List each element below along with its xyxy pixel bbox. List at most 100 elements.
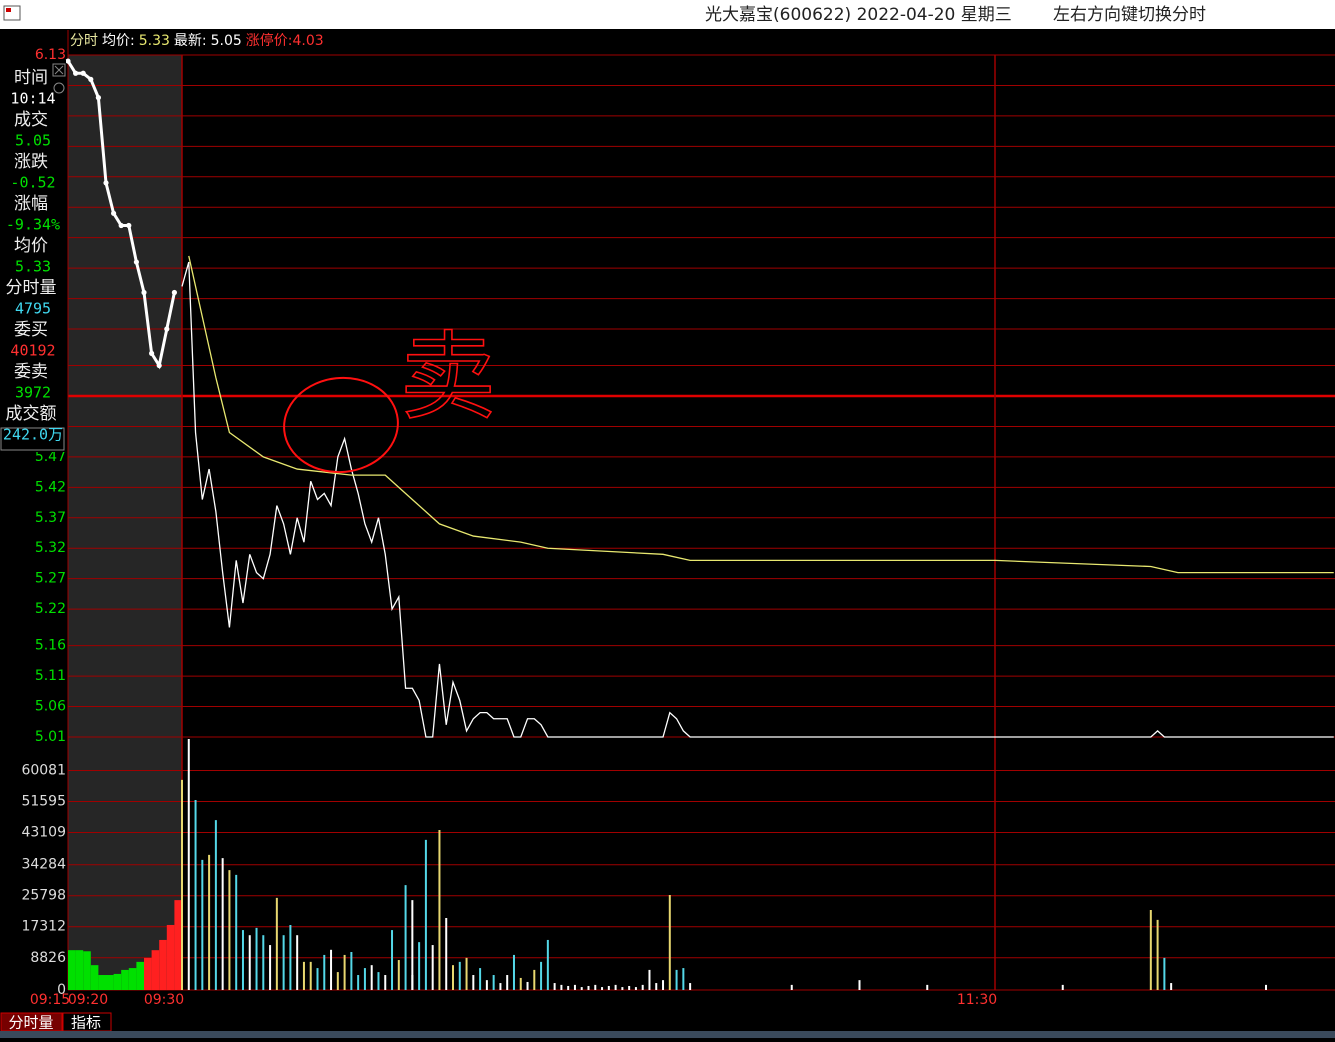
tab-label[interactable]: 指标 (71, 1014, 101, 1032)
volume-bar (98, 975, 106, 990)
y-tick-label: 5.11 (35, 668, 66, 684)
info-panel-bg (0, 60, 66, 452)
info-value: 3972 (15, 384, 51, 402)
x-tick-label: 11:30 (957, 992, 997, 1008)
volume-bar (159, 939, 167, 990)
y-tick-label: 5.01 (35, 729, 66, 745)
y-tick-label: 5.27 (35, 571, 66, 587)
app-icon-dot (6, 8, 11, 12)
y-tick-label: 8826 (30, 950, 66, 966)
volume-bar (68, 950, 76, 990)
price-dot (73, 70, 79, 76)
y-tick-label: 5.47 (35, 449, 66, 465)
taskbar (0, 1031, 1335, 1038)
x-tick-label: 09:15 (30, 992, 70, 1008)
y-tick-label: 34284 (21, 857, 66, 873)
info-panel: 时间 10:14 成交 5.05 涨跌 -0.52 涨幅 -9.34% 均价 5.33 分时量 479… (0, 60, 66, 452)
volume-bar (90, 965, 99, 990)
hint: 左右方向键切换分时 (1053, 5, 1206, 25)
legend-item: 5.33 (139, 33, 170, 49)
info-label: 涨幅 (14, 194, 48, 214)
info-value: -9.34% (6, 216, 60, 234)
y-tick-label: 43109 (21, 824, 66, 840)
legend-item: 最新: (174, 33, 207, 49)
tab-label[interactable]: 分时量 (8, 1014, 53, 1032)
premarket-shade (68, 55, 182, 990)
window-title: 光大嘉宝(600622) 2022-04-20 星期三 (705, 5, 1012, 25)
volume-bar (166, 924, 175, 990)
info-label: 委卖 (14, 362, 48, 382)
info-value: 40192 (10, 342, 55, 360)
amount-box (0, 427, 65, 451)
legend-item: 分时 (70, 33, 98, 49)
tab-bar (0, 1013, 1335, 1031)
price-line (188, 255, 1334, 574)
y-tick-label: 5.32 (35, 540, 66, 556)
y-tick-label: 5.22 (35, 601, 66, 617)
price-dot (171, 289, 177, 296)
info-label: 分时量 (6, 278, 57, 298)
info-value: 4795 (15, 300, 51, 318)
volume-bar (136, 961, 144, 990)
info-label: 成交 (14, 110, 48, 130)
legend-item: 均价: (102, 33, 135, 49)
legend-item: 涨停价:4.03 (246, 32, 324, 49)
price-dot (88, 76, 94, 82)
annotation-text: 卖 (400, 321, 496, 433)
y-tick-label: 5.42 (35, 479, 66, 495)
x-tick-label: 09:30 (144, 992, 184, 1008)
info-value: 5.05 (15, 132, 51, 150)
plot: 5.01 5.06 5.11 5.16 5.22 5.27 5.32 5.37 5.42 5.47… (21, 30, 1335, 1008)
volume-bar (121, 969, 129, 990)
info-label: 涨跌 (14, 152, 48, 172)
price-dot (133, 259, 139, 265)
volume-bar (151, 950, 160, 990)
y-tick-label: 5.37 (35, 510, 66, 526)
legend: 分时 均价: 5.33 最新: 5.05 涨停价:4.03 (70, 32, 324, 49)
price-dot (111, 210, 117, 216)
price-dot (126, 222, 132, 229)
legend-item: 5.05 (211, 33, 242, 49)
price-dot (65, 58, 71, 64)
volume-bar (75, 950, 84, 990)
close-icon[interactable] (52, 63, 66, 77)
info-label: 委买 (14, 320, 48, 340)
price-line (181, 261, 1334, 738)
y-tick-label: 5.16 (35, 638, 66, 654)
volume-bar (144, 957, 152, 990)
volume-bar (174, 900, 182, 990)
price-dot (103, 180, 109, 186)
info-value: 242.0万 (3, 426, 63, 444)
settings-icon[interactable] (53, 82, 65, 94)
y-tick-label: 17312 (21, 919, 66, 935)
y-tick-label: 5.06 (35, 699, 66, 715)
volume-bar (106, 975, 114, 990)
y-tick-label: 25798 (21, 888, 66, 904)
info-value: 5.33 (15, 258, 51, 276)
info-label: 均价 (14, 236, 48, 256)
volume-bar (113, 973, 122, 990)
info-label: 成交额 (6, 404, 57, 424)
y-tick-label: 6.13 (35, 47, 66, 63)
annotation-circle (283, 376, 399, 474)
price-dot (80, 70, 86, 76)
x-tick-label: 09:20 (68, 992, 108, 1008)
volume-bar (83, 951, 91, 990)
info-value: 10:14 (10, 90, 55, 108)
price-dot (149, 350, 155, 356)
price-dot (156, 362, 162, 369)
volume-bar (128, 968, 137, 990)
price-dot (164, 326, 170, 332)
y-tick-label: 51595 (21, 793, 66, 809)
title-bar (0, 0, 1335, 29)
info-value: -0.52 (10, 174, 55, 192)
close-icon-x (54, 65, 64, 75)
y-tick-label: 60081 (21, 762, 66, 778)
info-label: 时间 (14, 68, 48, 88)
price-dot (141, 289, 147, 296)
price-dot (118, 222, 124, 229)
y-tick-label: 0 (57, 982, 66, 998)
